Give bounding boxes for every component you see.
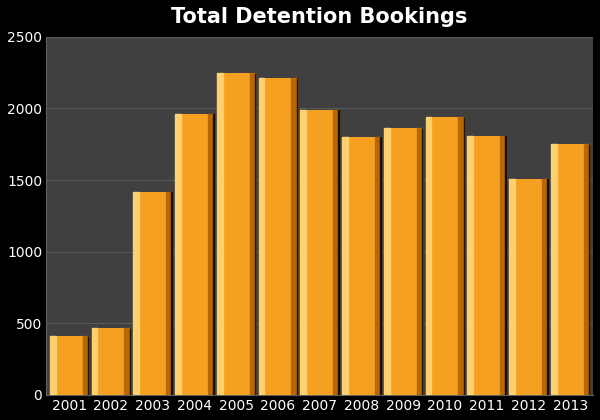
Bar [124,328,130,395]
Bar [467,136,506,395]
Bar [217,73,223,395]
Bar [208,114,214,395]
Bar [384,129,422,395]
Bar [458,117,464,395]
Bar [542,178,548,395]
Bar [92,328,97,395]
Bar [175,114,214,395]
Bar [217,73,256,395]
Bar [259,79,265,395]
Bar [301,110,306,395]
Bar [83,336,88,395]
Bar [551,144,557,395]
Bar [292,79,297,395]
Bar [133,192,172,395]
Bar [500,136,506,395]
Bar [584,144,589,395]
Bar [301,110,339,395]
Bar [50,336,88,395]
Bar [133,192,139,395]
Bar [509,178,548,395]
Bar [50,336,56,395]
Bar [551,144,589,395]
Bar [384,129,389,395]
Bar [250,73,256,395]
Bar [416,129,422,395]
Bar [509,178,515,395]
Bar [425,117,431,395]
Bar [342,137,348,395]
Bar [166,192,172,395]
Bar [467,136,473,395]
Bar [333,110,339,395]
Bar [375,137,380,395]
Bar [342,137,380,395]
Bar [259,79,297,395]
Bar [425,117,464,395]
Title: Total Detention Bookings: Total Detention Bookings [172,7,468,27]
Bar [92,328,130,395]
Bar [175,114,181,395]
